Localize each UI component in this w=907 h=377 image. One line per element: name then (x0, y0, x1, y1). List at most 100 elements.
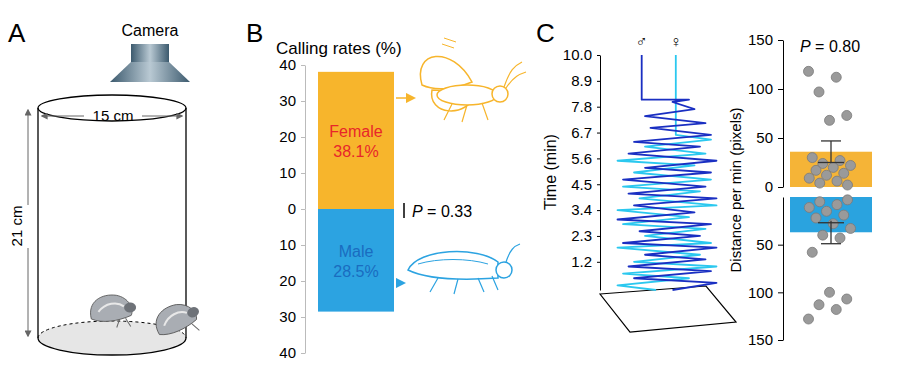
y-axis: 0 10 20 30 40 (279, 56, 305, 217)
moth-antenna (506, 244, 520, 262)
tick-label: 1.2 (571, 253, 592, 270)
tick-label: 0 (765, 178, 773, 195)
trajectory (618, 55, 717, 290)
trajectories (618, 55, 717, 290)
tick: 0 (765, 178, 783, 195)
data-point (842, 110, 852, 120)
panel-label: C (536, 18, 555, 48)
moth-pattern (418, 260, 488, 265)
panel-label: A (8, 18, 26, 48)
tick: 10 (279, 164, 305, 181)
annotation: P = 0.33 (412, 203, 472, 220)
moth-leg (430, 276, 498, 294)
dimension-arrow (142, 116, 182, 117)
tick-label: 20 (279, 128, 296, 145)
moth-wing (150, 298, 199, 339)
data-point (831, 72, 841, 82)
tick: 7.8 (571, 98, 600, 115)
pointer-arrow (396, 97, 414, 99)
tick: 40 (279, 344, 305, 361)
arena-side (37, 108, 38, 338)
tick: 10.0 (563, 46, 600, 63)
tick-mark (597, 81, 600, 82)
tick-mark (301, 65, 305, 66)
data-label: 38.1% (333, 143, 378, 160)
tick-label: 10.0 (563, 46, 592, 63)
tick-label: 0 (288, 200, 296, 217)
tick-mark (778, 340, 783, 341)
tick-label: 10 (279, 236, 296, 253)
panel-a: ACamera15 cm21 cm (8, 18, 207, 355)
y-axis: 050100150 (748, 31, 784, 195)
tick-mark (301, 245, 305, 246)
tick-label: 150 (748, 31, 773, 48)
moth-pattern (98, 302, 125, 312)
tick: 5.6 (571, 150, 600, 167)
tick-label: 50 (756, 236, 773, 253)
data-point (839, 210, 849, 220)
moth-leg (192, 322, 199, 332)
moth-antenna (504, 62, 526, 88)
moth-leg (183, 326, 190, 335)
data-point (814, 300, 824, 310)
tick-mark (597, 210, 600, 211)
moth-head (123, 302, 136, 314)
moth-leg (126, 318, 131, 327)
median-line (818, 222, 844, 223)
tick-label: 40 (279, 344, 296, 361)
tick-label: 50 (756, 129, 773, 146)
data-point (814, 87, 824, 97)
dimension-arrow (28, 248, 29, 336)
y-axis: 10 20 30 40 (279, 210, 305, 362)
bar (318, 209, 394, 312)
moth-wing (420, 56, 472, 88)
annotation-part: = 0.80 (811, 38, 860, 55)
bars (790, 66, 872, 324)
tick: 30 (279, 308, 305, 325)
data-point (815, 197, 825, 207)
moth-head (186, 305, 201, 319)
tick-label: 4.5 (571, 176, 592, 193)
tick: 3.4 (571, 201, 600, 218)
chart-title: Calling rates (%) (276, 39, 402, 58)
tick: 20 (279, 272, 305, 289)
axis-title: Time (min) (542, 134, 559, 210)
moth-leg (116, 319, 121, 327)
y-axis: 50100150 (748, 198, 784, 349)
axis-line (305, 66, 306, 210)
moth-wing (408, 252, 498, 280)
data-point (843, 180, 853, 190)
tick-mark (301, 137, 305, 138)
figure-svg: ACamera15 cm21 cmBCalling rates (%)01020… (0, 0, 907, 377)
tick-label: 30 (279, 308, 296, 325)
data-point (825, 287, 835, 297)
moth-icon (408, 244, 520, 294)
data-point (804, 173, 814, 183)
data-point (811, 213, 821, 223)
annotation-part: P (800, 38, 811, 55)
tick-mark (778, 89, 783, 90)
annotation: P = 0.80 (800, 38, 860, 55)
tick-label: 5.6 (571, 150, 592, 167)
data-point (832, 176, 842, 186)
p-bracket (403, 203, 405, 218)
motion-mark (442, 38, 456, 48)
moth-body (437, 85, 497, 105)
data-point (822, 206, 832, 216)
data-point (831, 304, 841, 314)
tick-mark (597, 158, 600, 159)
data-point (835, 233, 845, 243)
data-point (807, 153, 817, 163)
data-point (828, 219, 838, 229)
tick-mark (778, 187, 783, 188)
tick-label: 40 (279, 56, 296, 73)
moth-icon (420, 38, 526, 122)
tick-label: 30 (279, 92, 296, 109)
camera-body (131, 44, 169, 62)
data-point (807, 247, 817, 257)
tick: 150 (748, 31, 783, 48)
tick: 100 (748, 284, 783, 301)
tick-mark (778, 292, 783, 293)
tick: 0 (288, 200, 305, 217)
annotation-part: P (412, 203, 423, 220)
